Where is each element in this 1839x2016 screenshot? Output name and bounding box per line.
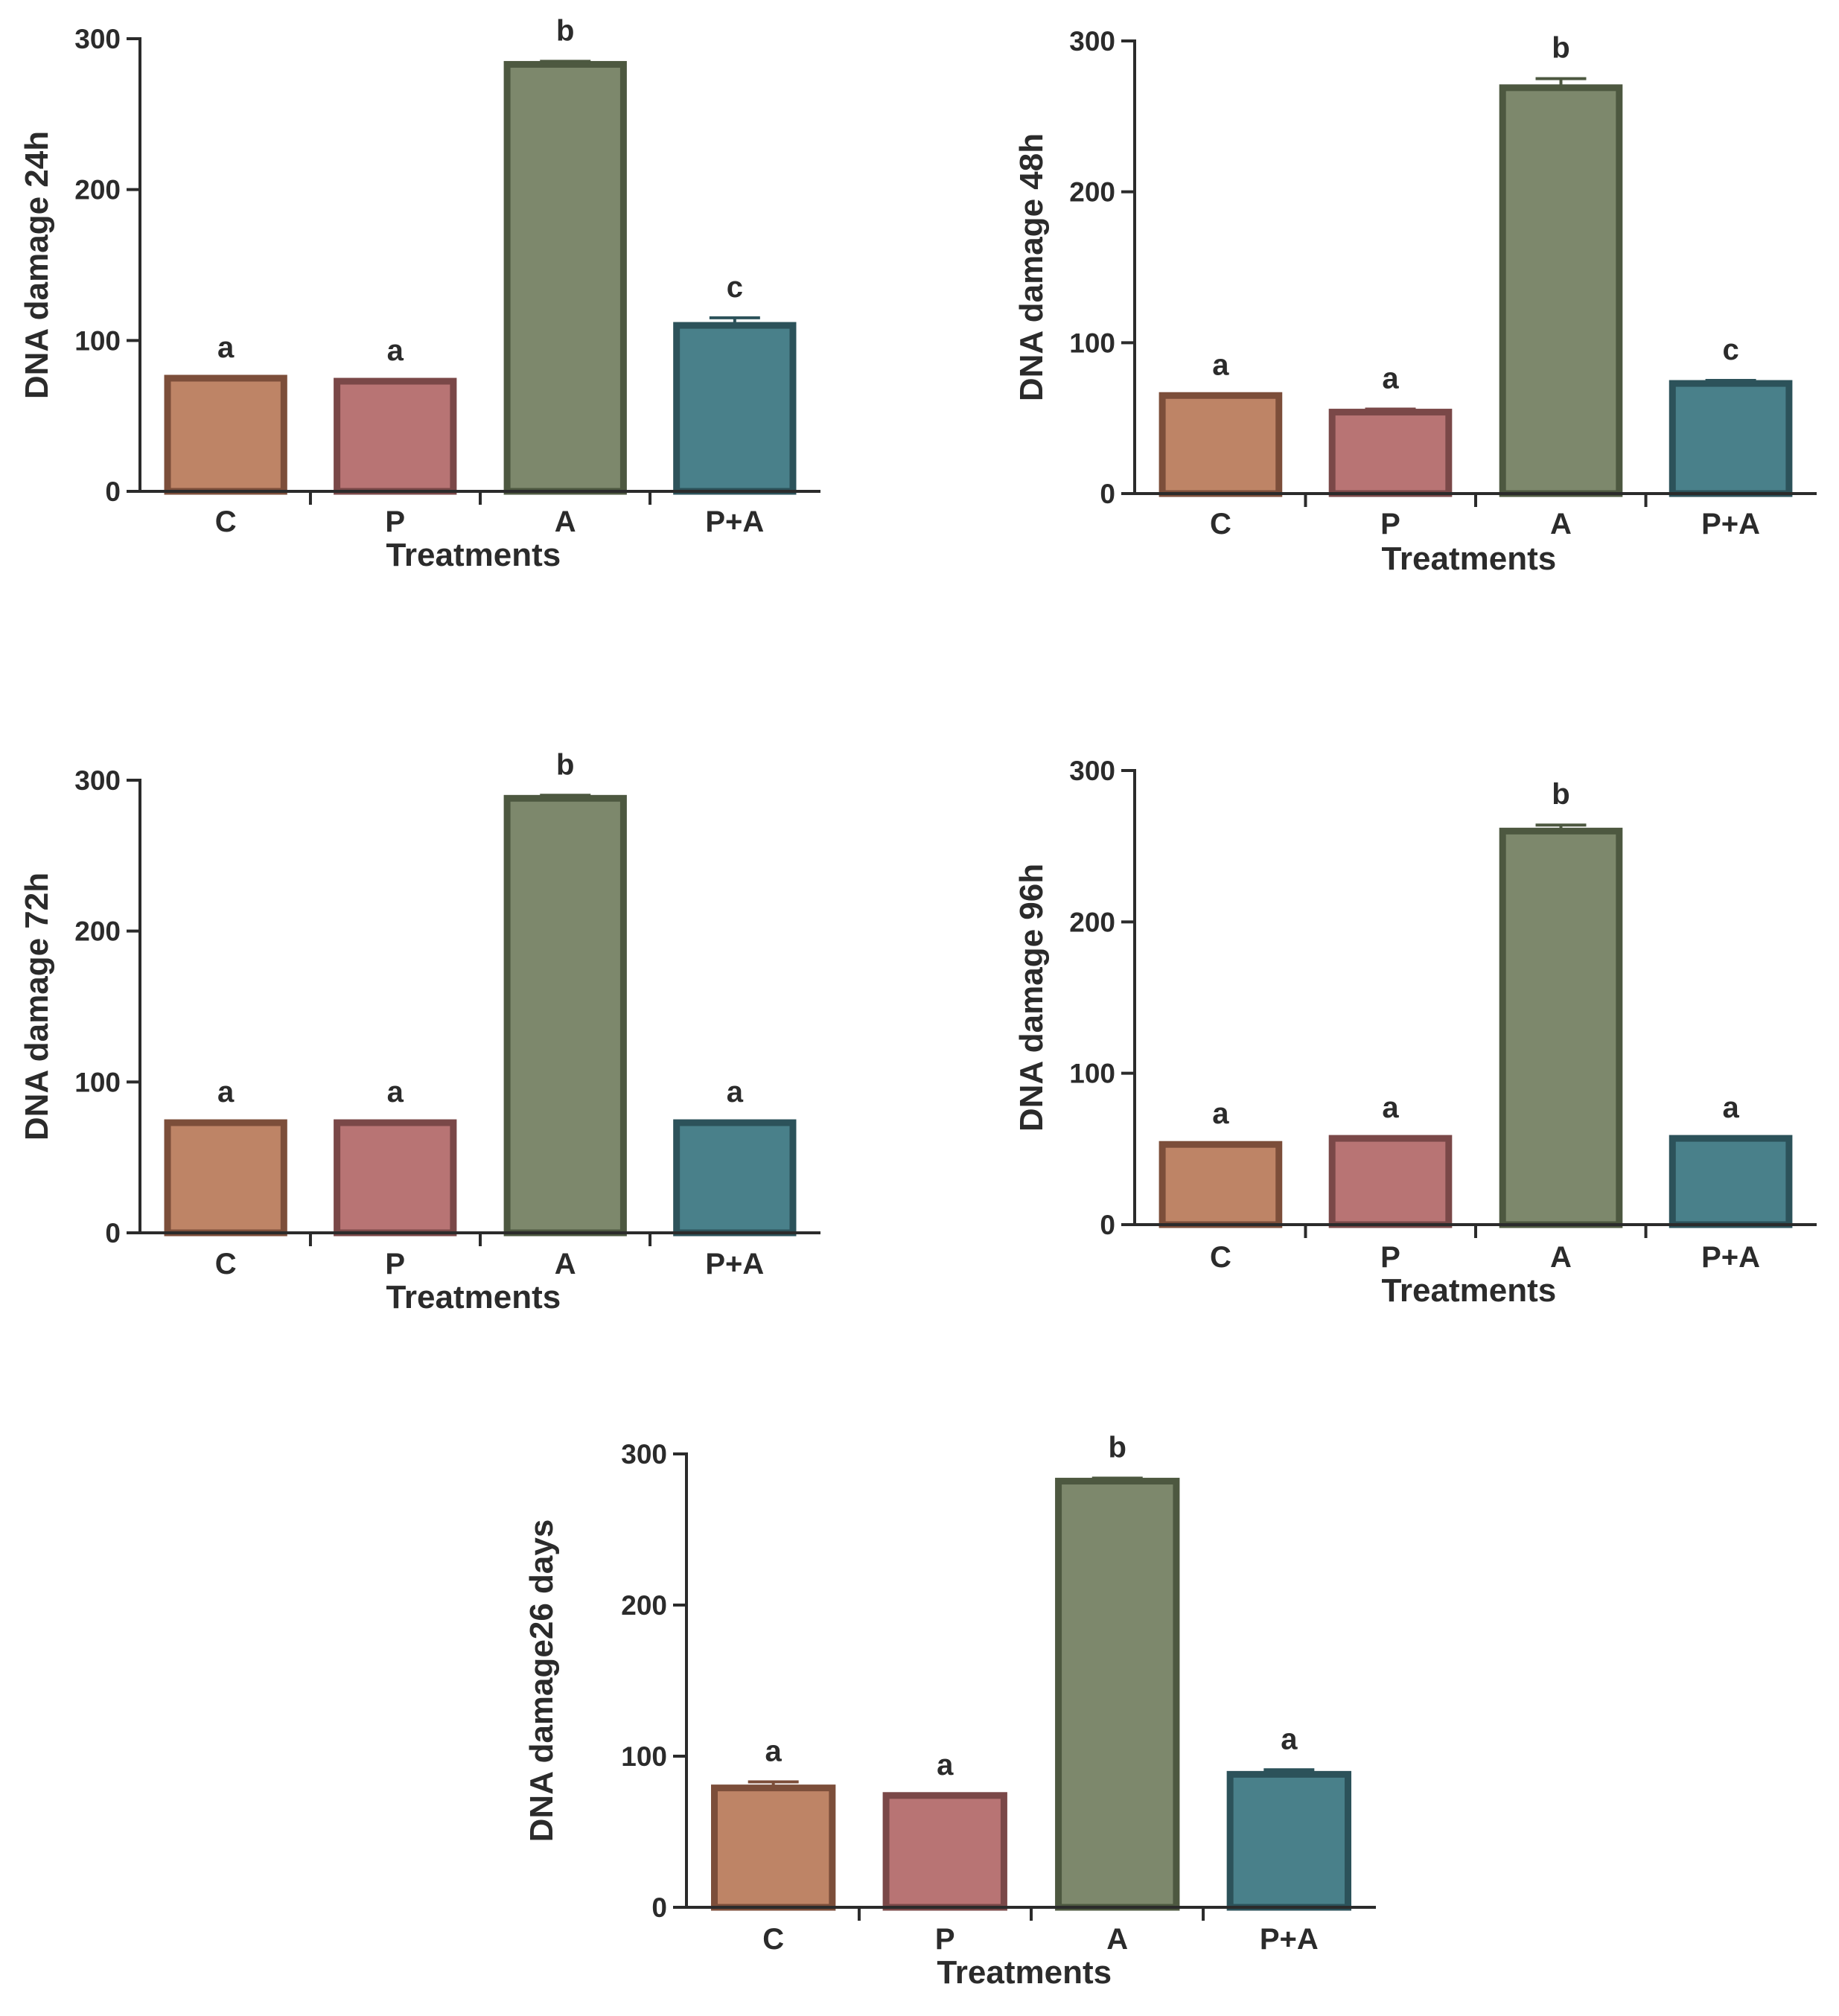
x-tick-label: P xyxy=(385,1248,405,1280)
bar-c xyxy=(1158,392,1283,497)
y-tick-label: 0 xyxy=(105,1218,121,1248)
x-tick-label: C xyxy=(1210,508,1231,540)
bar-c xyxy=(711,1784,836,1911)
x-tick-label: P+A xyxy=(1701,1241,1760,1274)
x-tick-label: C xyxy=(215,1248,237,1280)
bar-c xyxy=(164,374,287,495)
x-tick-label: P xyxy=(935,1923,955,1956)
significance-letter: a xyxy=(217,1076,235,1109)
x-tick-label: P+A xyxy=(705,1248,764,1280)
y-axis-title: DNA damage26 days xyxy=(523,1519,560,1843)
significance-letter: a xyxy=(387,1076,404,1109)
significance-letter: a xyxy=(387,334,404,367)
bar-a xyxy=(503,60,627,495)
x-axis-title: Treatments xyxy=(937,1954,1112,1991)
y-axis-title: DNA damage 48h xyxy=(1013,133,1050,401)
x-tick-label: A xyxy=(1106,1923,1128,1956)
chart-panel-5: a Ca Pb Aa P+A 0 100 200 300 Treatments DNA damage… xyxy=(523,1431,1376,1991)
significance-letter: b xyxy=(556,748,574,781)
x-axis-title: Treatments xyxy=(386,537,561,573)
x-tick-label: P+A xyxy=(705,505,764,538)
significance-letter: a xyxy=(1281,1723,1298,1755)
y-tick-label: 300 xyxy=(1069,26,1115,57)
y-tick-label: 200 xyxy=(1069,177,1115,208)
x-tick-label: A xyxy=(555,505,576,538)
bar-c xyxy=(164,1119,287,1237)
bar-pplusa xyxy=(673,322,797,495)
bar-pplusa xyxy=(1669,1135,1793,1228)
significance-letter: a xyxy=(765,1735,783,1768)
bar-p xyxy=(334,1119,457,1237)
bar-p xyxy=(1328,409,1453,497)
significance-letter: c xyxy=(727,271,743,304)
significance-letter: a xyxy=(1212,348,1229,381)
bar-p xyxy=(334,377,457,495)
significance-letter: a xyxy=(1212,1097,1229,1130)
x-tick-label: C xyxy=(1210,1241,1231,1274)
y-tick-label: 0 xyxy=(1100,479,1115,509)
x-axis-title: Treatments xyxy=(1381,1272,1556,1309)
bar-a xyxy=(503,794,627,1237)
bar-p xyxy=(1328,1135,1453,1228)
x-tick-label: A xyxy=(555,1248,576,1280)
significance-letter: a xyxy=(1722,1091,1739,1124)
chart-panel-1: a Ca Pb Ac P+A 0 100 200 300 Treatments DNA damage… xyxy=(19,14,820,573)
y-tick-label: 300 xyxy=(74,24,121,54)
bar-pplusa xyxy=(1226,1770,1351,1911)
y-tick-label: 100 xyxy=(74,1067,121,1097)
y-tick-label: 100 xyxy=(621,1741,667,1772)
x-tick-label: P+A xyxy=(1260,1923,1319,1956)
x-axis-title: Treatments xyxy=(1381,540,1556,577)
significance-letter: b xyxy=(1552,778,1569,811)
bar-pplusa xyxy=(673,1119,797,1237)
y-tick-label: 100 xyxy=(1069,1059,1115,1089)
significance-letter: a xyxy=(727,1076,744,1109)
significance-letter: a xyxy=(1382,363,1399,395)
bar-a xyxy=(1055,1478,1180,1911)
x-tick-label: P xyxy=(1380,508,1400,540)
bar-a xyxy=(1499,84,1623,497)
significance-letter: a xyxy=(1382,1091,1399,1124)
x-tick-label: P xyxy=(1380,1241,1400,1274)
y-tick-label: 100 xyxy=(74,325,121,356)
y-tick-label: 200 xyxy=(74,916,121,947)
bar-c xyxy=(1158,1141,1283,1228)
x-tick-label: P+A xyxy=(1701,508,1760,540)
chart-panel-2: a Ca Pb Ac P+A 0 100 200 300 Treatments DNA damage… xyxy=(1013,26,1817,577)
y-tick-label: 300 xyxy=(1069,756,1115,786)
significance-letter: c xyxy=(1722,334,1738,366)
bar-p xyxy=(882,1792,1007,1911)
x-tick-label: A xyxy=(1550,1241,1572,1274)
chart-panel-3: a Ca Pb Aa P+A 0 100 200 300 Treatments DNA damage… xyxy=(19,748,820,1315)
x-tick-label: P xyxy=(385,505,405,538)
y-axis-title: DNA damage 96h xyxy=(1013,864,1050,1132)
x-axis-title: Treatments xyxy=(386,1279,561,1315)
significance-letter: b xyxy=(556,14,574,47)
significance-letter: a xyxy=(217,331,235,364)
bar-a xyxy=(1499,827,1623,1228)
y-tick-label: 200 xyxy=(74,175,121,205)
bar-pplusa xyxy=(1669,380,1793,497)
significance-letter: a xyxy=(937,1749,954,1781)
y-axis-title: DNA damage 24h xyxy=(19,131,55,399)
y-tick-label: 300 xyxy=(621,1439,667,1470)
y-tick-label: 0 xyxy=(105,476,121,507)
y-tick-label: 0 xyxy=(651,1892,667,1923)
y-tick-label: 300 xyxy=(74,765,121,796)
x-tick-label: C xyxy=(215,505,237,538)
y-tick-label: 100 xyxy=(1069,328,1115,358)
significance-letter: b xyxy=(1109,1431,1126,1464)
x-tick-label: C xyxy=(762,1923,784,1956)
y-tick-label: 200 xyxy=(1069,907,1115,937)
x-tick-label: A xyxy=(1550,508,1572,540)
chart-panel-4: a Ca Pb Aa P+A 0 100 200 300 Treatments DNA damage… xyxy=(1013,756,1817,1309)
y-tick-label: 0 xyxy=(1100,1210,1115,1240)
significance-letter: b xyxy=(1552,32,1569,65)
y-tick-label: 200 xyxy=(621,1590,667,1621)
y-axis-title: DNA damage 72h xyxy=(19,873,55,1141)
